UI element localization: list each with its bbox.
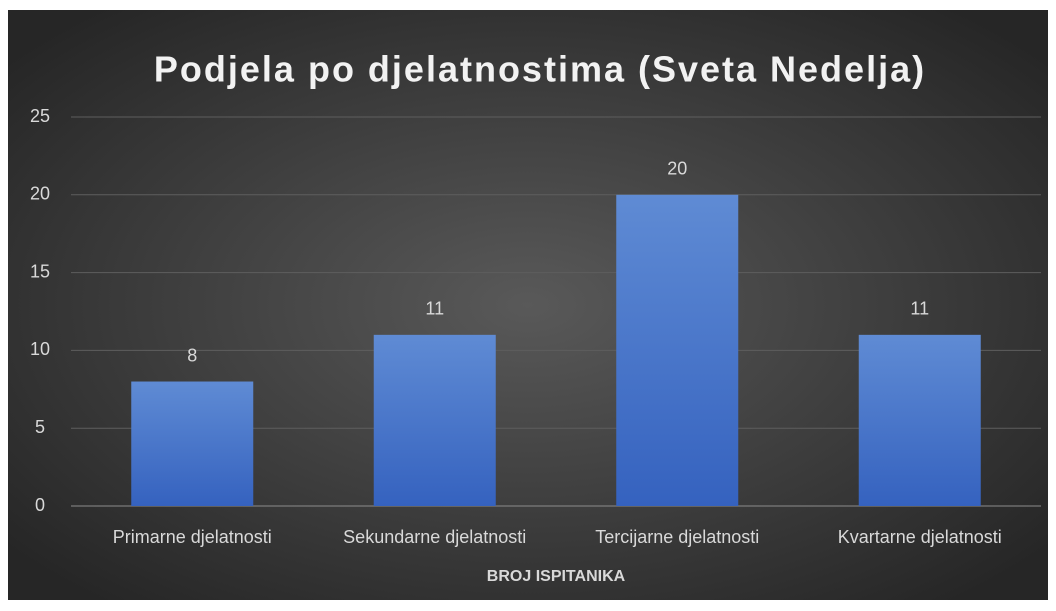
y-tick-label: 20 xyxy=(30,184,50,204)
bar xyxy=(858,334,981,506)
chart-background xyxy=(8,10,1048,600)
y-tick-label: 5 xyxy=(35,417,45,437)
x-tick-label: Tercijarne djelatnosti xyxy=(595,527,759,547)
bar xyxy=(616,194,739,507)
bar xyxy=(373,334,496,506)
data-label: 11 xyxy=(910,299,929,319)
x-tick-label: Kvartarne djelatnosti xyxy=(838,527,1002,547)
chart-title: Podjela po djelatnostima (Sveta Nedelja) xyxy=(154,49,926,90)
data-label: 8 xyxy=(187,345,197,365)
y-tick-label: 10 xyxy=(30,339,50,359)
y-tick-label: 15 xyxy=(30,261,50,281)
y-tick-label: 0 xyxy=(35,495,45,515)
data-label: 20 xyxy=(667,159,687,179)
data-label: 11 xyxy=(425,299,444,319)
y-tick-label: 25 xyxy=(30,106,50,126)
x-tick-label: Sekundarne djelatnosti xyxy=(343,527,526,547)
x-axis-title: BROJ ISPITANIKA xyxy=(487,568,626,585)
bar xyxy=(131,381,254,506)
x-tick-label: Primarne djelatnosti xyxy=(113,527,272,547)
